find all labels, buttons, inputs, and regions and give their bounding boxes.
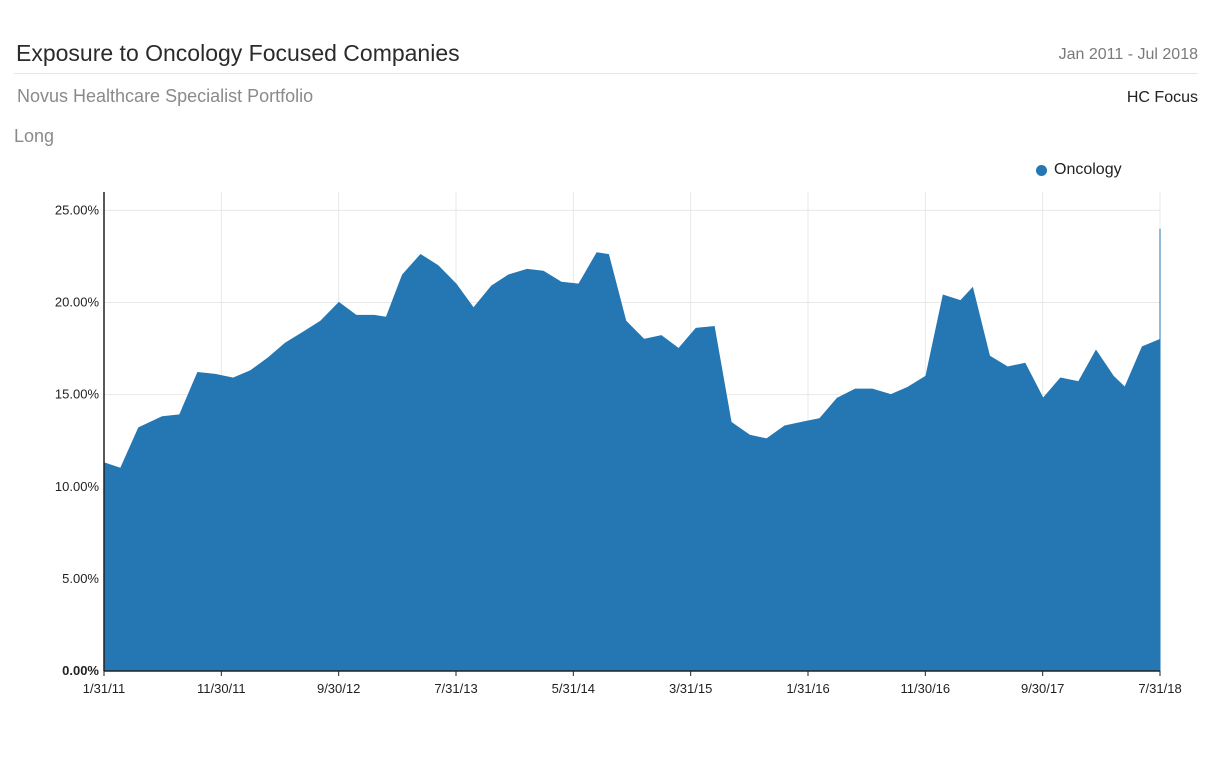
- x-tick-label: 1/31/11: [83, 681, 125, 696]
- x-tick-label: 3/31/15: [669, 681, 712, 696]
- x-tick-label: 9/30/12: [317, 681, 360, 696]
- x-axis-ticks: 1/31/11 11/30/11 9/30/12 7/31/13 5/31/14 3/31…: [83, 671, 1182, 696]
- focus-label: HC Focus: [1126, 89, 1198, 106]
- y-tick-label: 15.00%: [55, 387, 100, 402]
- x-tick-label: 11/30/11: [197, 681, 246, 696]
- portfolio-subtitle: Novus Healthcare Specialist Portfolio: [17, 86, 314, 106]
- y-axis-ticks: 0.00% 5.00% 10.00% 15.00% 20.00% 25.00%: [55, 202, 100, 678]
- legend-swatch-oncology: [1036, 164, 1047, 176]
- legend[interactable]: Oncology: [1036, 161, 1122, 179]
- x-tick-label: 1/31/16: [786, 681, 829, 696]
- header-divider: [14, 73, 1198, 74]
- date-range-label: Jan 2011 - Jul 2018: [1058, 46, 1198, 63]
- y-tick-label: 20.00%: [55, 295, 100, 310]
- series-area-oncology[interactable]: [103, 228, 1161, 672]
- x-tick-label: 7/31/18: [1138, 681, 1181, 696]
- legend-label-oncology: Oncology: [1054, 161, 1122, 178]
- position-label: Long: [14, 126, 55, 146]
- y-tick-label: 10.00%: [55, 479, 100, 494]
- y-tick-label: 0.00%: [62, 663, 99, 678]
- x-tick-label: 11/30/16: [901, 681, 951, 696]
- x-tick-label: 5/31/14: [552, 681, 595, 696]
- y-tick-label: 25.00%: [55, 202, 100, 217]
- x-tick-label: 7/31/13: [434, 681, 477, 696]
- x-tick-label: 9/30/17: [1021, 681, 1064, 696]
- chart-title: Exposure to Oncology Focused Companies: [16, 40, 460, 66]
- series-group: [103, 228, 1161, 672]
- y-tick-label: 5.00%: [62, 571, 99, 586]
- axes: [103, 192, 1160, 672]
